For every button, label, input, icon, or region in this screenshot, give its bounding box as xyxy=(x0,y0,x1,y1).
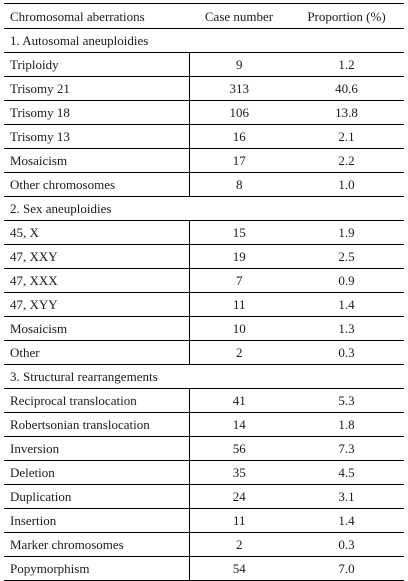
table-row: Mosaicism 10 1.3 xyxy=(4,316,404,341)
case-number-cell: 11 xyxy=(189,508,289,533)
aberration-label: Insertion xyxy=(4,508,190,533)
table-row: Trisomy 21 313 40.6 xyxy=(4,76,404,101)
proportion-cell: 4.5 xyxy=(289,460,404,485)
section-row: 2. Sex aneuploidies xyxy=(4,196,404,221)
aberration-label: Popymorphism xyxy=(4,556,190,581)
aberration-label: Reciprocal translocation xyxy=(4,388,190,413)
table-row: Trisomy 18 106 13.8 xyxy=(4,100,404,125)
proportion-cell: 5.3 xyxy=(289,388,404,413)
case-number-cell: 10 xyxy=(189,316,289,341)
case-number-cell: 14 xyxy=(189,412,289,437)
table-row: 45, X 15 1.9 xyxy=(4,220,404,245)
section-title: 3. Structural rearrangements xyxy=(4,364,404,389)
column-header-aberrations: Chromosomal aberrations xyxy=(4,3,189,29)
proportion-cell: 1.8 xyxy=(289,412,404,437)
proportion-cell: 40.6 xyxy=(289,76,404,101)
case-number-cell: 2 xyxy=(189,340,289,365)
case-number-cell: 17 xyxy=(189,148,289,173)
aberration-label: Duplication xyxy=(4,484,190,509)
case-number-cell: 16 xyxy=(189,124,289,149)
proportion-cell: 0.3 xyxy=(289,532,404,557)
table-row: Robertsonian translocation 14 1.8 xyxy=(4,412,404,437)
proportion-cell: 1.4 xyxy=(289,292,404,317)
proportion-cell: 2.1 xyxy=(289,124,404,149)
proportion-cell: 3.1 xyxy=(289,484,404,509)
aberration-label: 47, XYY xyxy=(4,292,190,317)
section-title: 2. Sex aneuploidies xyxy=(4,196,404,221)
aberration-label: Inversion xyxy=(4,436,190,461)
proportion-cell: 1.9 xyxy=(289,220,404,245)
case-number-cell: 2 xyxy=(189,532,289,557)
case-number-cell: 9 xyxy=(189,52,289,77)
column-header-proportion: Proportion (%) xyxy=(289,3,404,29)
aberration-label: Trisomy 18 xyxy=(4,100,190,125)
case-number-cell: 24 xyxy=(189,484,289,509)
case-number-cell: 56 xyxy=(189,436,289,461)
proportion-cell: 1.2 xyxy=(289,52,404,77)
table-row: Reciprocal translocation 41 5.3 xyxy=(4,388,404,413)
column-header-case-number: Case number xyxy=(189,3,289,29)
case-number-cell: 106 xyxy=(189,100,289,125)
aberration-label: Deletion xyxy=(4,460,190,485)
aberration-label: Other chromosomes xyxy=(4,172,190,197)
case-number-cell: 41 xyxy=(189,388,289,413)
proportion-cell: 0.3 xyxy=(289,340,404,365)
aberration-label: Trisomy 21 xyxy=(4,76,190,101)
case-number-cell: 11 xyxy=(189,292,289,317)
table-row: Marker chromosomes 2 0.3 xyxy=(4,532,404,557)
section-row: 1. Autosomal aneuploidies xyxy=(4,28,404,53)
table-row: Other 2 0.3 xyxy=(4,340,404,365)
proportion-cell: 1.3 xyxy=(289,316,404,341)
header-row: Chromosomal aberrations Case number Prop… xyxy=(4,3,404,29)
table-row: Popymorphism 54 7.0 xyxy=(4,556,404,581)
aberration-label: Robertsonian translocation xyxy=(4,412,190,437)
section-row: 3. Structural rearrangements xyxy=(4,364,404,389)
aberration-label: Marker chromosomes xyxy=(4,532,190,557)
aberration-label: Triploidy xyxy=(4,52,190,77)
aberration-label: Mosaicism xyxy=(4,316,190,341)
aberration-label: 45, X xyxy=(4,220,190,245)
proportion-cell: 2.5 xyxy=(289,244,404,269)
proportion-cell: 13.8 xyxy=(289,100,404,125)
table-row: Deletion 35 4.5 xyxy=(4,460,404,485)
case-number-cell: 35 xyxy=(189,460,289,485)
table-row: Insertion 11 1.4 xyxy=(4,508,404,533)
table-row: 47, XXY 19 2.5 xyxy=(4,244,404,269)
table-row: 47, XYY 11 1.4 xyxy=(4,292,404,317)
proportion-cell: 7.3 xyxy=(289,436,404,461)
aberrations-table-container: Chromosomal aberrations Case number Prop… xyxy=(4,3,404,581)
table-header: Chromosomal aberrations Case number Prop… xyxy=(4,3,404,29)
proportion-cell: 2.2 xyxy=(289,148,404,173)
table-row: Mosaicism 17 2.2 xyxy=(4,148,404,173)
aberration-label: Other xyxy=(4,340,190,365)
aberration-label: 47, XXX xyxy=(4,268,190,293)
table-row: Duplication 24 3.1 xyxy=(4,484,404,509)
case-number-cell: 19 xyxy=(189,244,289,269)
table-row: Inversion 56 7.3 xyxy=(4,436,404,461)
aberration-label: 47, XXY xyxy=(4,244,190,269)
aberration-label: Trisomy 13 xyxy=(4,124,190,149)
aberration-label: Mosaicism xyxy=(4,148,190,173)
proportion-cell: 1.4 xyxy=(289,508,404,533)
case-number-cell: 7 xyxy=(189,268,289,293)
table-body: 1. Autosomal aneuploidies Triploidy 9 1.2 Tr… xyxy=(4,28,404,581)
table-row: Other chromosomes 8 1.0 xyxy=(4,172,404,197)
case-number-cell: 54 xyxy=(189,556,289,581)
case-number-cell: 15 xyxy=(189,220,289,245)
aberrations-table: Chromosomal aberrations Case number Prop… xyxy=(4,3,404,581)
table-row: Trisomy 13 16 2.1 xyxy=(4,124,404,149)
proportion-cell: 0.9 xyxy=(289,268,404,293)
table-row: Triploidy 9 1.2 xyxy=(4,52,404,77)
table-row: 47, XXX 7 0.9 xyxy=(4,268,404,293)
proportion-cell: 1.0 xyxy=(289,172,404,197)
case-number-cell: 313 xyxy=(189,76,289,101)
proportion-cell: 7.0 xyxy=(289,556,404,581)
case-number-cell: 8 xyxy=(189,172,289,197)
section-title: 1. Autosomal aneuploidies xyxy=(4,28,404,53)
